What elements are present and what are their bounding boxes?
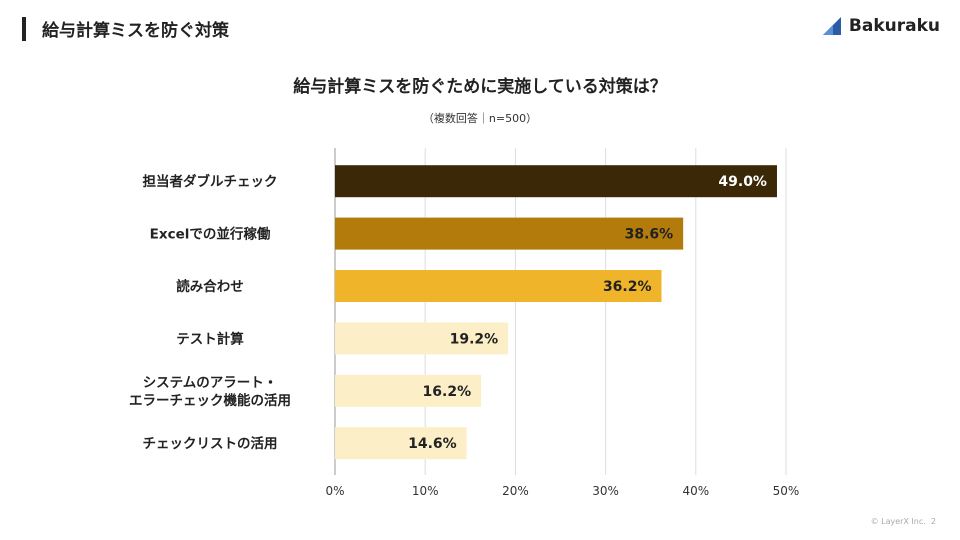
bar xyxy=(335,427,467,460)
x-tick-label: 30% xyxy=(592,484,619,498)
x-tick-label: 10% xyxy=(412,484,439,498)
logo-mark-icon xyxy=(822,17,841,35)
chart-title: 給与計算ミスを防ぐために実施している対策は？ xyxy=(293,77,667,97)
category-label: システムのアラート・ xyxy=(143,375,278,391)
bar xyxy=(335,270,662,302)
bar xyxy=(335,165,777,198)
bar xyxy=(335,374,482,407)
footer: © LayerX Inc. 2 xyxy=(871,517,936,526)
slide-title: 給与計算ミスを防ぐ対策 xyxy=(42,21,229,41)
category-label: エラーチェック機能の活用 xyxy=(129,392,291,409)
category-label: テスト計算 xyxy=(176,330,244,347)
data-label: 38.6% xyxy=(625,227,674,243)
bakuraku-logo: Bakuraku xyxy=(822,16,940,36)
copyright: © LayerX Inc. xyxy=(870,517,926,526)
header-accent-bar xyxy=(22,17,26,41)
category-label: 読み合わせ xyxy=(176,278,244,295)
x-tick-label: 0% xyxy=(325,484,344,498)
bar xyxy=(335,217,684,250)
x-tick-label: 50% xyxy=(773,484,800,498)
data-label: 49.0% xyxy=(718,174,767,190)
x-tick-label: 40% xyxy=(682,484,709,498)
data-label: 36.2% xyxy=(603,279,652,295)
x-tick-label: 20% xyxy=(502,484,529,498)
page-number: 2 xyxy=(930,517,936,526)
bar xyxy=(335,322,509,355)
logo-text: Bakuraku xyxy=(848,16,940,36)
data-label: 19.2% xyxy=(450,331,499,347)
data-label: 14.6% xyxy=(408,436,457,452)
category-label: チェックリストの活用 xyxy=(143,435,278,452)
chart-subtitle: （複数回答｜n=500） xyxy=(422,112,538,125)
category-label: Excelでの並行稼働 xyxy=(150,226,271,243)
category-label: 担当者ダブルチェック xyxy=(143,173,278,190)
data-label: 16.2% xyxy=(423,384,472,400)
